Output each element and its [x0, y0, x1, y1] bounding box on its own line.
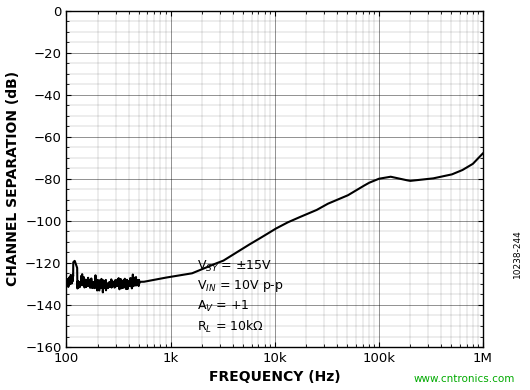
Y-axis label: CHANNEL SEPARATION (dB): CHANNEL SEPARATION (dB): [5, 71, 20, 286]
Text: V$_{SY}$ = ±15V
V$_{IN}$ = 10V p-p
A$_V$ = +1
R$_L$ = 10kΩ: V$_{SY}$ = ±15V V$_{IN}$ = 10V p-p A$_V$…: [197, 259, 284, 335]
Text: www.cntronics.com: www.cntronics.com: [413, 374, 515, 384]
Text: 10238-244: 10238-244: [513, 229, 522, 278]
X-axis label: FREQUENCY (Hz): FREQUENCY (Hz): [209, 370, 340, 385]
